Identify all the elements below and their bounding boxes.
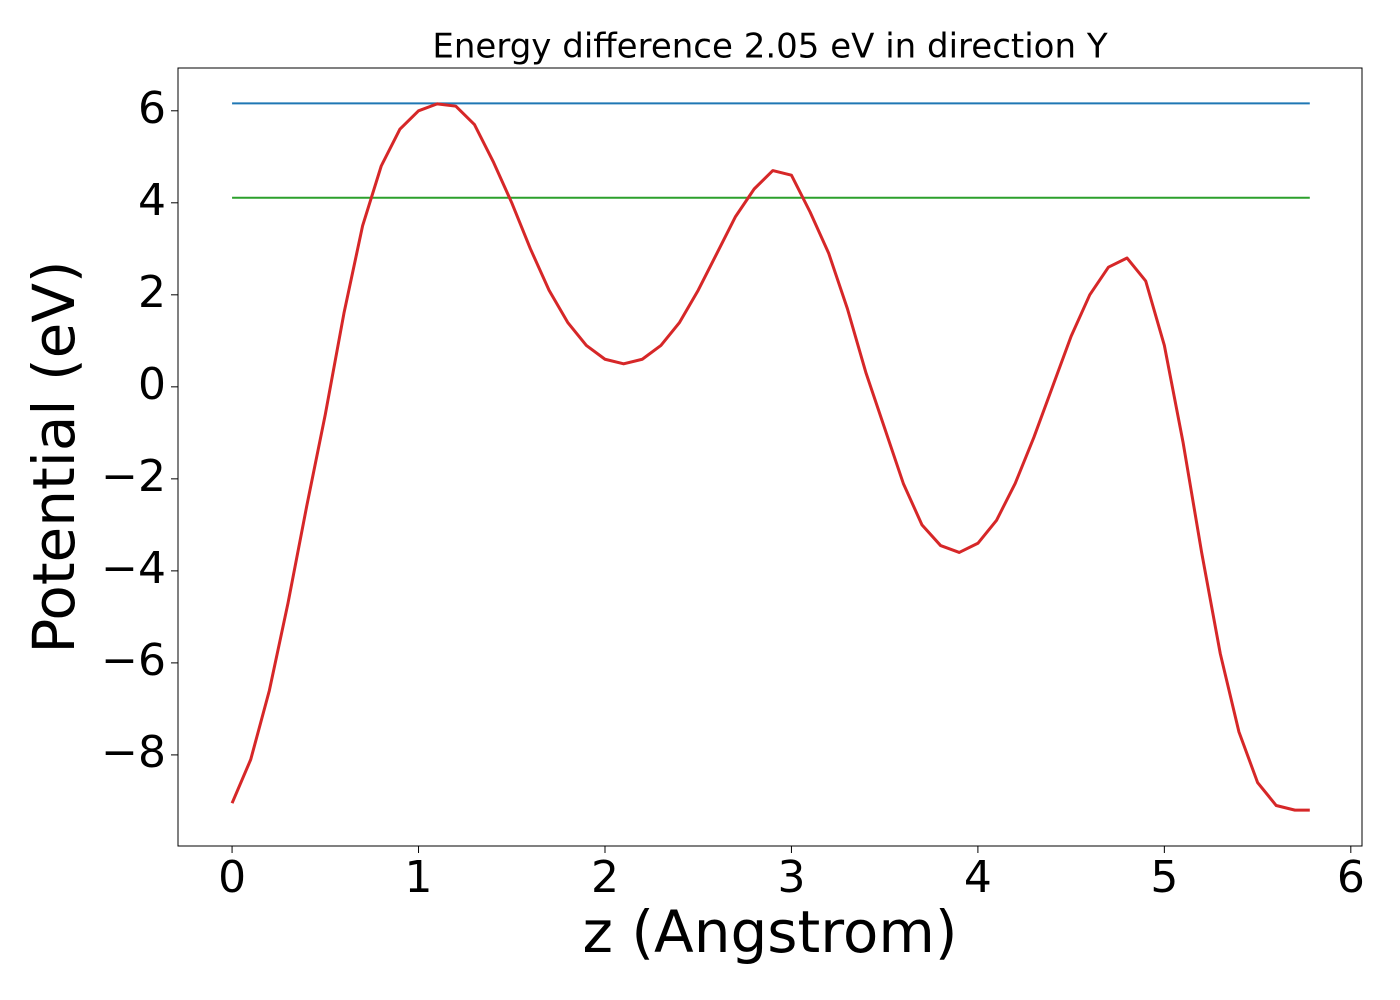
- y-tick-label: 0: [138, 359, 166, 410]
- x-tick-label: 3: [777, 852, 805, 903]
- data-line: [230, 102, 1310, 812]
- y-tick-label: 6: [138, 83, 166, 134]
- y-tick-label: 4: [138, 175, 166, 226]
- x-tick-label: 6: [1337, 852, 1365, 903]
- plot-frame: [177, 67, 1363, 847]
- chart-title: Energy difference 2.05 eV in direction Y: [432, 27, 1107, 67]
- x-tick-label: 0: [218, 852, 246, 903]
- y-tick-label: −2: [101, 451, 166, 502]
- x-axis-label: z (Angstrom): [583, 898, 958, 966]
- y-tick-label: −6: [101, 635, 166, 686]
- x-tick-label: 5: [1150, 852, 1178, 903]
- y-tick-label: −4: [101, 543, 166, 594]
- x-tick-label: 1: [405, 852, 433, 903]
- y-tick-label: −8: [101, 727, 166, 778]
- y-axis-label: Potential (eV): [20, 260, 88, 653]
- y-tick-label: 2: [138, 267, 166, 318]
- x-tick-label: 4: [964, 852, 992, 903]
- x-tick-label: 2: [591, 852, 619, 903]
